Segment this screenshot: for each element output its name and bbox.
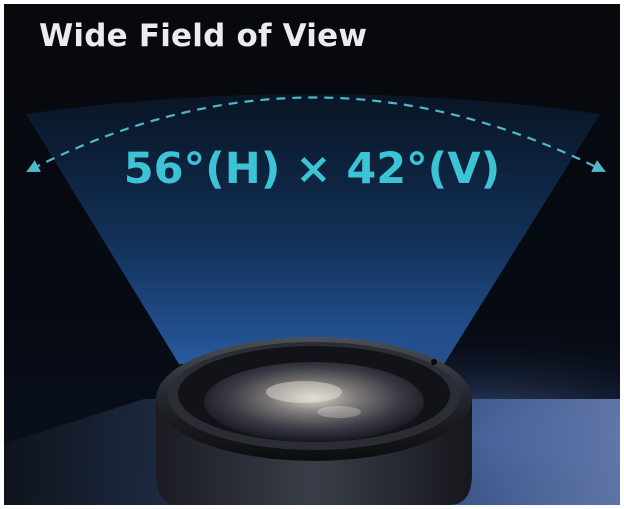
product-banner: Wide Field of View 56°(H) × 42°(V) bbox=[4, 4, 620, 505]
camera-lens-icon bbox=[156, 337, 472, 505]
lens-scene bbox=[4, 4, 620, 505]
fov-spec-label: 56°(H) × 42°(V) bbox=[123, 144, 501, 194]
page-title: Wide Field of View bbox=[39, 18, 368, 54]
double-arrow-arc-icon bbox=[26, 96, 606, 172]
